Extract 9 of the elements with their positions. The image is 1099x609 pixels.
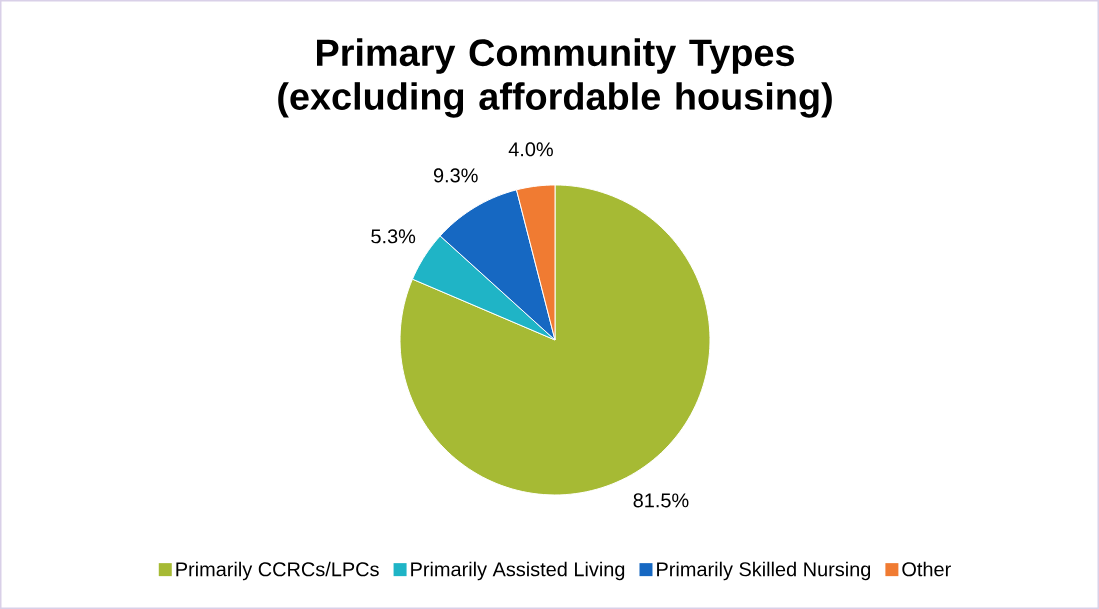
data-label: 9.3% — [433, 168, 478, 183]
chart-title: Primary Community Types (excluding affordable housing) — [278, 38, 832, 118]
data-label: 5.3% — [371, 229, 416, 244]
legend-label: Primarily Skilled Nursing — [657, 561, 871, 581]
legend-label: Primarily CCRCs/LPCs — [176, 561, 379, 581]
legend-label: Other — [902, 561, 951, 577]
data-label: 81.5% — [633, 493, 689, 508]
legend-label: Primarily Assisted Living — [411, 561, 625, 581]
data-label: 4.0% — [508, 142, 553, 157]
